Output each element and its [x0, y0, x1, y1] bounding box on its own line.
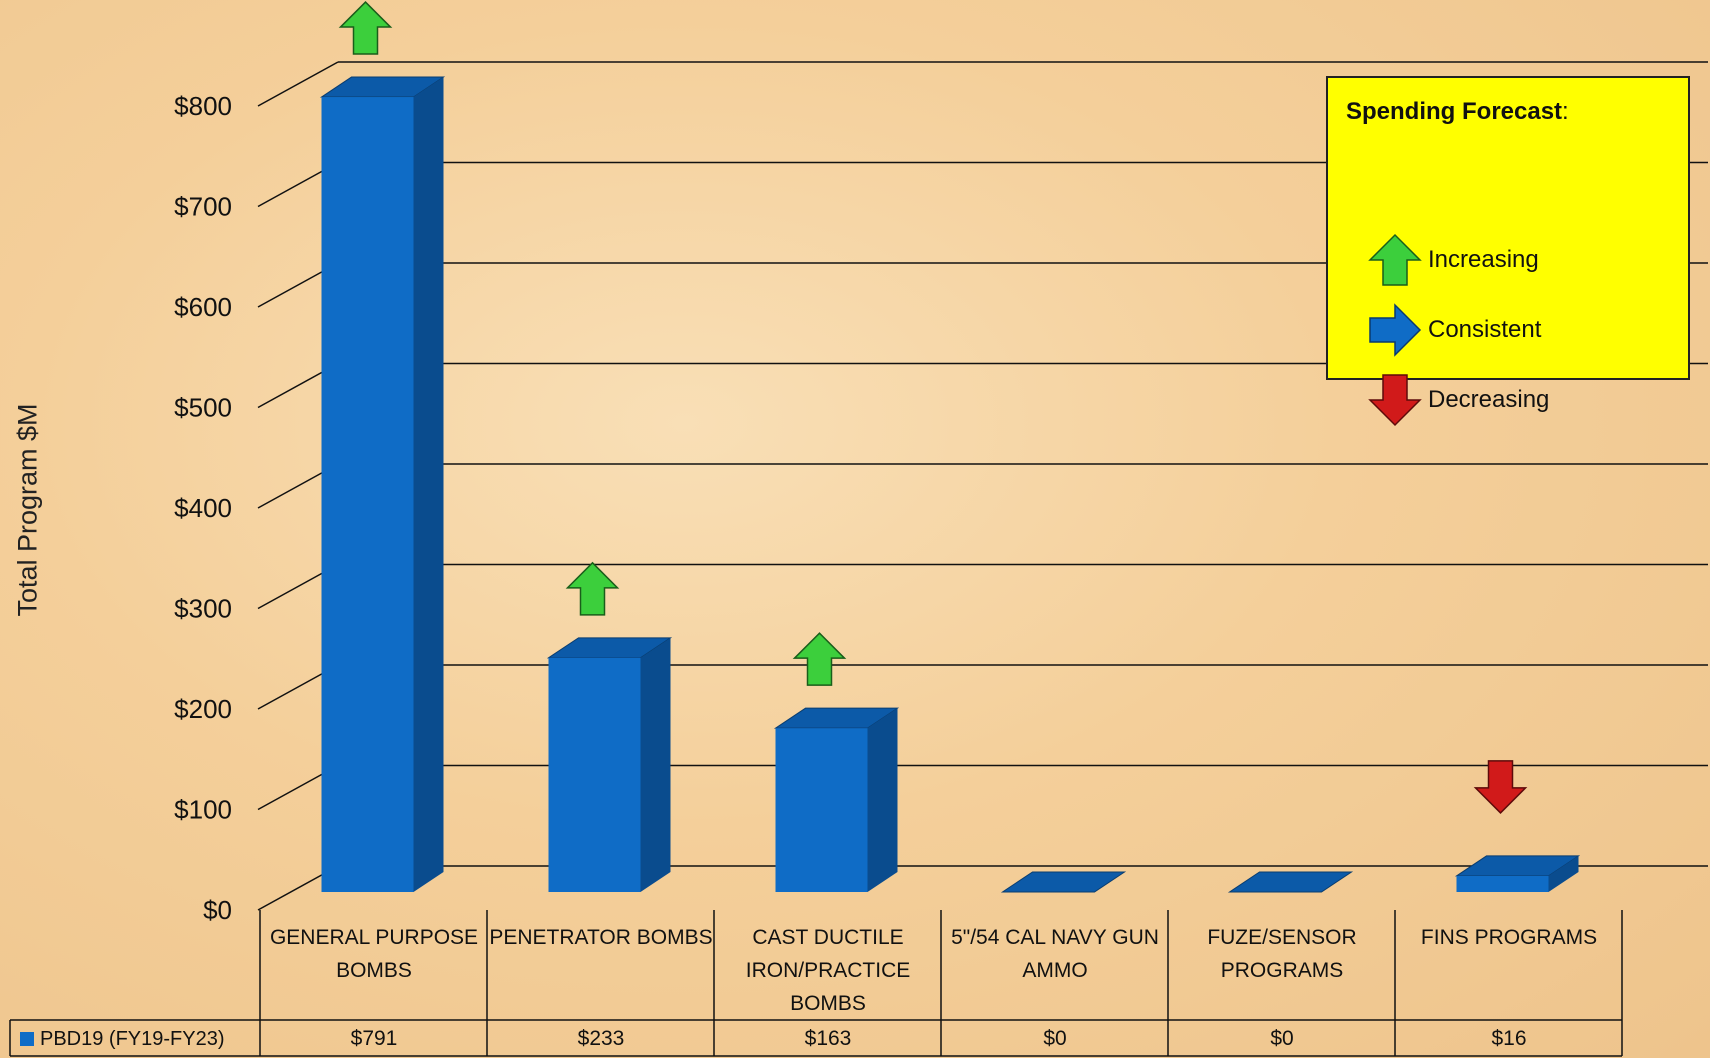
y-tick-label: $400 — [174, 493, 232, 523]
legend-label-decreasing: Decreasing — [1428, 386, 1550, 413]
y-axis-ticks: $0 $100 $200 $300 $400 $500 $600 $700 $800 — [174, 91, 232, 925]
legend-item-increasing: Increasing — [1368, 233, 1688, 289]
bar-side — [1548, 855, 1579, 892]
data-label: $16 — [1491, 1027, 1527, 1050]
bar-front — [321, 97, 414, 893]
bar — [319, 76, 446, 893]
green-up-arrow-icon — [565, 561, 620, 616]
bar-side — [640, 637, 671, 892]
bar-top — [1227, 871, 1354, 893]
y-tick-label: $200 — [174, 694, 232, 724]
data-table-lines — [9, 910, 1623, 1057]
bar — [1000, 871, 1127, 893]
blue-right-arrow-icon — [1369, 303, 1422, 357]
y-tick-label: $300 — [174, 594, 232, 624]
y-tick-label: $0 — [203, 895, 232, 925]
legend-item-consistent: Consistent — [1368, 303, 1688, 359]
legend-label-increasing: Increasing — [1428, 246, 1539, 273]
spending-forecast-legend: Spending Forecast: Increasing Consistent… — [1326, 76, 1690, 427]
category-label: FUZE/SENSOR PROGRAMS — [1207, 926, 1357, 982]
bar-top — [1000, 871, 1127, 893]
y-tick-label: $600 — [174, 292, 232, 322]
category-label: CAST DUCTILE IRON/PRACTICE BOMBS — [745, 926, 911, 1015]
category-label: 5"/54 CAL NAVY GUN AMMO — [951, 926, 1159, 982]
trend-arrows — [338, 0, 1528, 814]
bar — [1227, 871, 1354, 893]
series-name: PBD19 (FY19-FY23) — [40, 1028, 225, 1050]
category-label: FINS PROGRAMS — [1420, 926, 1598, 949]
legend-label-consistent: Consistent — [1428, 316, 1542, 343]
series-key: PBD19 (FY19-FY23) — [20, 1020, 225, 1058]
bar-front — [775, 728, 868, 892]
bar-front — [548, 657, 641, 892]
data-label: $233 — [577, 1027, 625, 1050]
bar-side — [413, 77, 444, 893]
y-tick-label: $500 — [174, 393, 232, 423]
data-label: $163 — [804, 1027, 852, 1050]
green-up-arrow-icon — [1368, 233, 1422, 286]
data-label: $0 — [1043, 1027, 1067, 1050]
category-label: GENERAL PURPOSE BOMBS — [269, 926, 479, 982]
category-label: PENETRATOR BOMBS — [489, 926, 713, 949]
bar-side — [867, 708, 898, 892]
green-up-arrow-icon — [338, 0, 393, 55]
bar — [1454, 855, 1581, 892]
y-axis-label: Total Program $M — [12, 403, 43, 617]
y-tick-label: $100 — [174, 795, 232, 825]
legend-item-decreasing: Decreasing — [1368, 373, 1688, 429]
bar — [773, 707, 900, 892]
red-down-arrow-icon — [1368, 374, 1422, 427]
bar-front — [1456, 875, 1549, 892]
red-down-arrow-icon — [1473, 760, 1528, 814]
series-swatch — [20, 1032, 34, 1046]
gridline-diagonal — [257, 61, 339, 107]
chart-bars — [319, 76, 1581, 893]
green-up-arrow-icon — [792, 632, 847, 686]
data-label: $0 — [1270, 1027, 1294, 1050]
bar — [546, 637, 673, 892]
y-tick-label: $700 — [174, 192, 232, 222]
y-tick-label: $800 — [174, 91, 232, 121]
legend-title: Spending Forecast: — [1346, 98, 1569, 125]
data-label: $791 — [350, 1027, 398, 1050]
